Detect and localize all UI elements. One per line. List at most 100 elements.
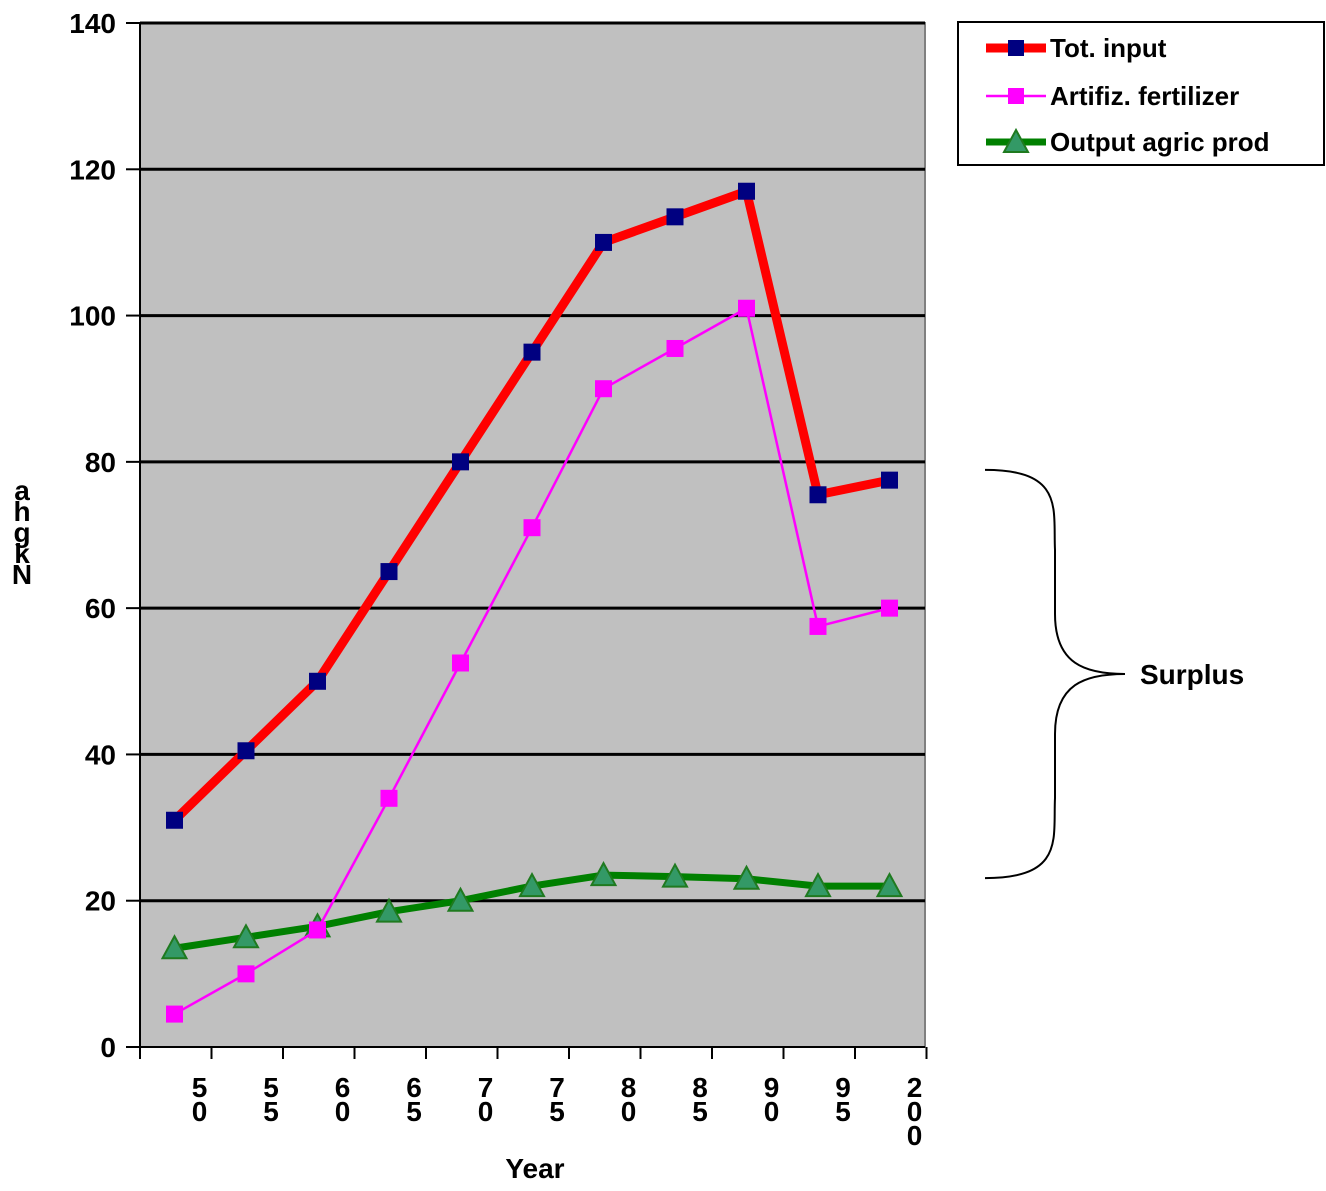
data-point bbox=[380, 563, 398, 581]
x-tick-char: 0 bbox=[335, 1096, 351, 1127]
x-tick-char: 5 bbox=[549, 1096, 565, 1127]
y-tick-label-120: 120 bbox=[69, 154, 116, 185]
legend-label: Output agric prod bbox=[1050, 127, 1270, 157]
data-point bbox=[232, 923, 260, 949]
y-tick-label-40: 40 bbox=[85, 739, 116, 770]
data-point bbox=[732, 864, 761, 890]
y-title-char: g bbox=[13, 517, 30, 548]
data-point bbox=[809, 617, 827, 635]
data-point bbox=[881, 471, 898, 489]
axis-titles: Year a h g k N bbox=[12, 475, 565, 1184]
legend-item-2: Output agric prod bbox=[986, 127, 1270, 157]
x-tick-char: 5 bbox=[692, 1096, 708, 1127]
data-point bbox=[237, 742, 255, 760]
series-tot-input bbox=[166, 182, 898, 829]
surplus-label: Surplus bbox=[1140, 659, 1244, 690]
x-tick-char: 5 bbox=[263, 1096, 279, 1127]
data-point bbox=[452, 654, 469, 672]
y-tick-label-140: 140 bbox=[69, 8, 116, 39]
x-tick-char: 9 bbox=[764, 1072, 780, 1103]
x-tick-char: 2 bbox=[907, 1072, 923, 1103]
data-point bbox=[166, 1005, 183, 1023]
x-tick-char: 9 bbox=[835, 1072, 851, 1103]
data-point bbox=[309, 672, 326, 690]
x-tick-char: 0 bbox=[907, 1120, 923, 1151]
x-tick-char: 5 bbox=[192, 1072, 208, 1103]
data-point bbox=[875, 871, 904, 898]
data-point bbox=[160, 934, 189, 960]
data-point bbox=[595, 380, 612, 398]
y-title-char: k bbox=[14, 538, 30, 569]
y-title-char: a bbox=[14, 475, 30, 506]
gridlines bbox=[140, 21, 925, 903]
data-point bbox=[237, 965, 255, 983]
data-point bbox=[446, 886, 475, 912]
legend-swatch-marker bbox=[1008, 40, 1024, 56]
x-tick-char: 0 bbox=[192, 1096, 208, 1127]
x-tick-char: 6 bbox=[335, 1072, 351, 1103]
legend-swatch-marker bbox=[1002, 127, 1030, 153]
data-point bbox=[589, 861, 618, 887]
y-tick-label-80: 80 bbox=[85, 447, 116, 478]
x-tick-char: 5 bbox=[263, 1072, 279, 1103]
y-tick-label-0: 0 bbox=[100, 1032, 116, 1063]
y-title-char: h bbox=[13, 496, 30, 527]
y-tick-label-60: 60 bbox=[85, 593, 116, 624]
x-tick-char: 5 bbox=[406, 1096, 422, 1127]
data-point bbox=[166, 811, 183, 829]
legend-label: Artifiz. fertilizer bbox=[1050, 81, 1239, 111]
x-axis: 5 05 56 06 57 07 58 08 59 09 52 0 0 bbox=[126, 1046, 928, 1151]
y-tick-label-20: 20 bbox=[85, 886, 116, 917]
data-point bbox=[738, 182, 755, 200]
x-tick-char: 0 bbox=[478, 1096, 494, 1127]
data-point bbox=[804, 871, 832, 898]
x-tick-char: 5 bbox=[835, 1096, 851, 1127]
legend-label: Tot. input bbox=[1050, 33, 1167, 63]
data-point bbox=[666, 339, 684, 357]
data-point bbox=[309, 921, 326, 939]
data-point bbox=[738, 299, 755, 317]
data-point bbox=[666, 208, 684, 226]
x-tick-char: 0 bbox=[764, 1096, 780, 1127]
y-tick-label-100: 100 bbox=[69, 301, 116, 332]
data-point bbox=[595, 233, 612, 251]
legend-swatch-marker bbox=[1008, 88, 1024, 104]
x-tick-char: 0 bbox=[907, 1096, 923, 1127]
legend-item-0: Tot. input bbox=[986, 33, 1167, 63]
data-point bbox=[523, 343, 541, 361]
series-artifiz-fertilizer bbox=[166, 299, 898, 1023]
data-point bbox=[881, 599, 898, 617]
data-point bbox=[523, 519, 541, 537]
series-layer bbox=[160, 182, 904, 1023]
legend: Tot. input Artifiz. fertilizer Output agri… bbox=[957, 21, 1325, 166]
data-point bbox=[375, 897, 403, 923]
data-point bbox=[661, 862, 689, 888]
x-tick-char: 7 bbox=[478, 1072, 494, 1103]
surplus-brace bbox=[984, 468, 1126, 880]
x-tick-char: 0 bbox=[621, 1096, 637, 1127]
data-point bbox=[452, 453, 469, 471]
data-point bbox=[518, 871, 546, 898]
x-tick-char: 6 bbox=[406, 1072, 422, 1103]
x-tick-char: 8 bbox=[621, 1072, 637, 1103]
x-tick-char: 8 bbox=[692, 1072, 708, 1103]
x-tick-char: 7 bbox=[549, 1072, 565, 1103]
surplus-annotation: Surplus bbox=[984, 468, 1244, 880]
x-axis-title: Year bbox=[505, 1153, 564, 1184]
data-point bbox=[380, 789, 398, 807]
data-point bbox=[809, 486, 827, 504]
y-axis: 0 20 40 60 80 100 120 140 bbox=[69, 8, 141, 1063]
